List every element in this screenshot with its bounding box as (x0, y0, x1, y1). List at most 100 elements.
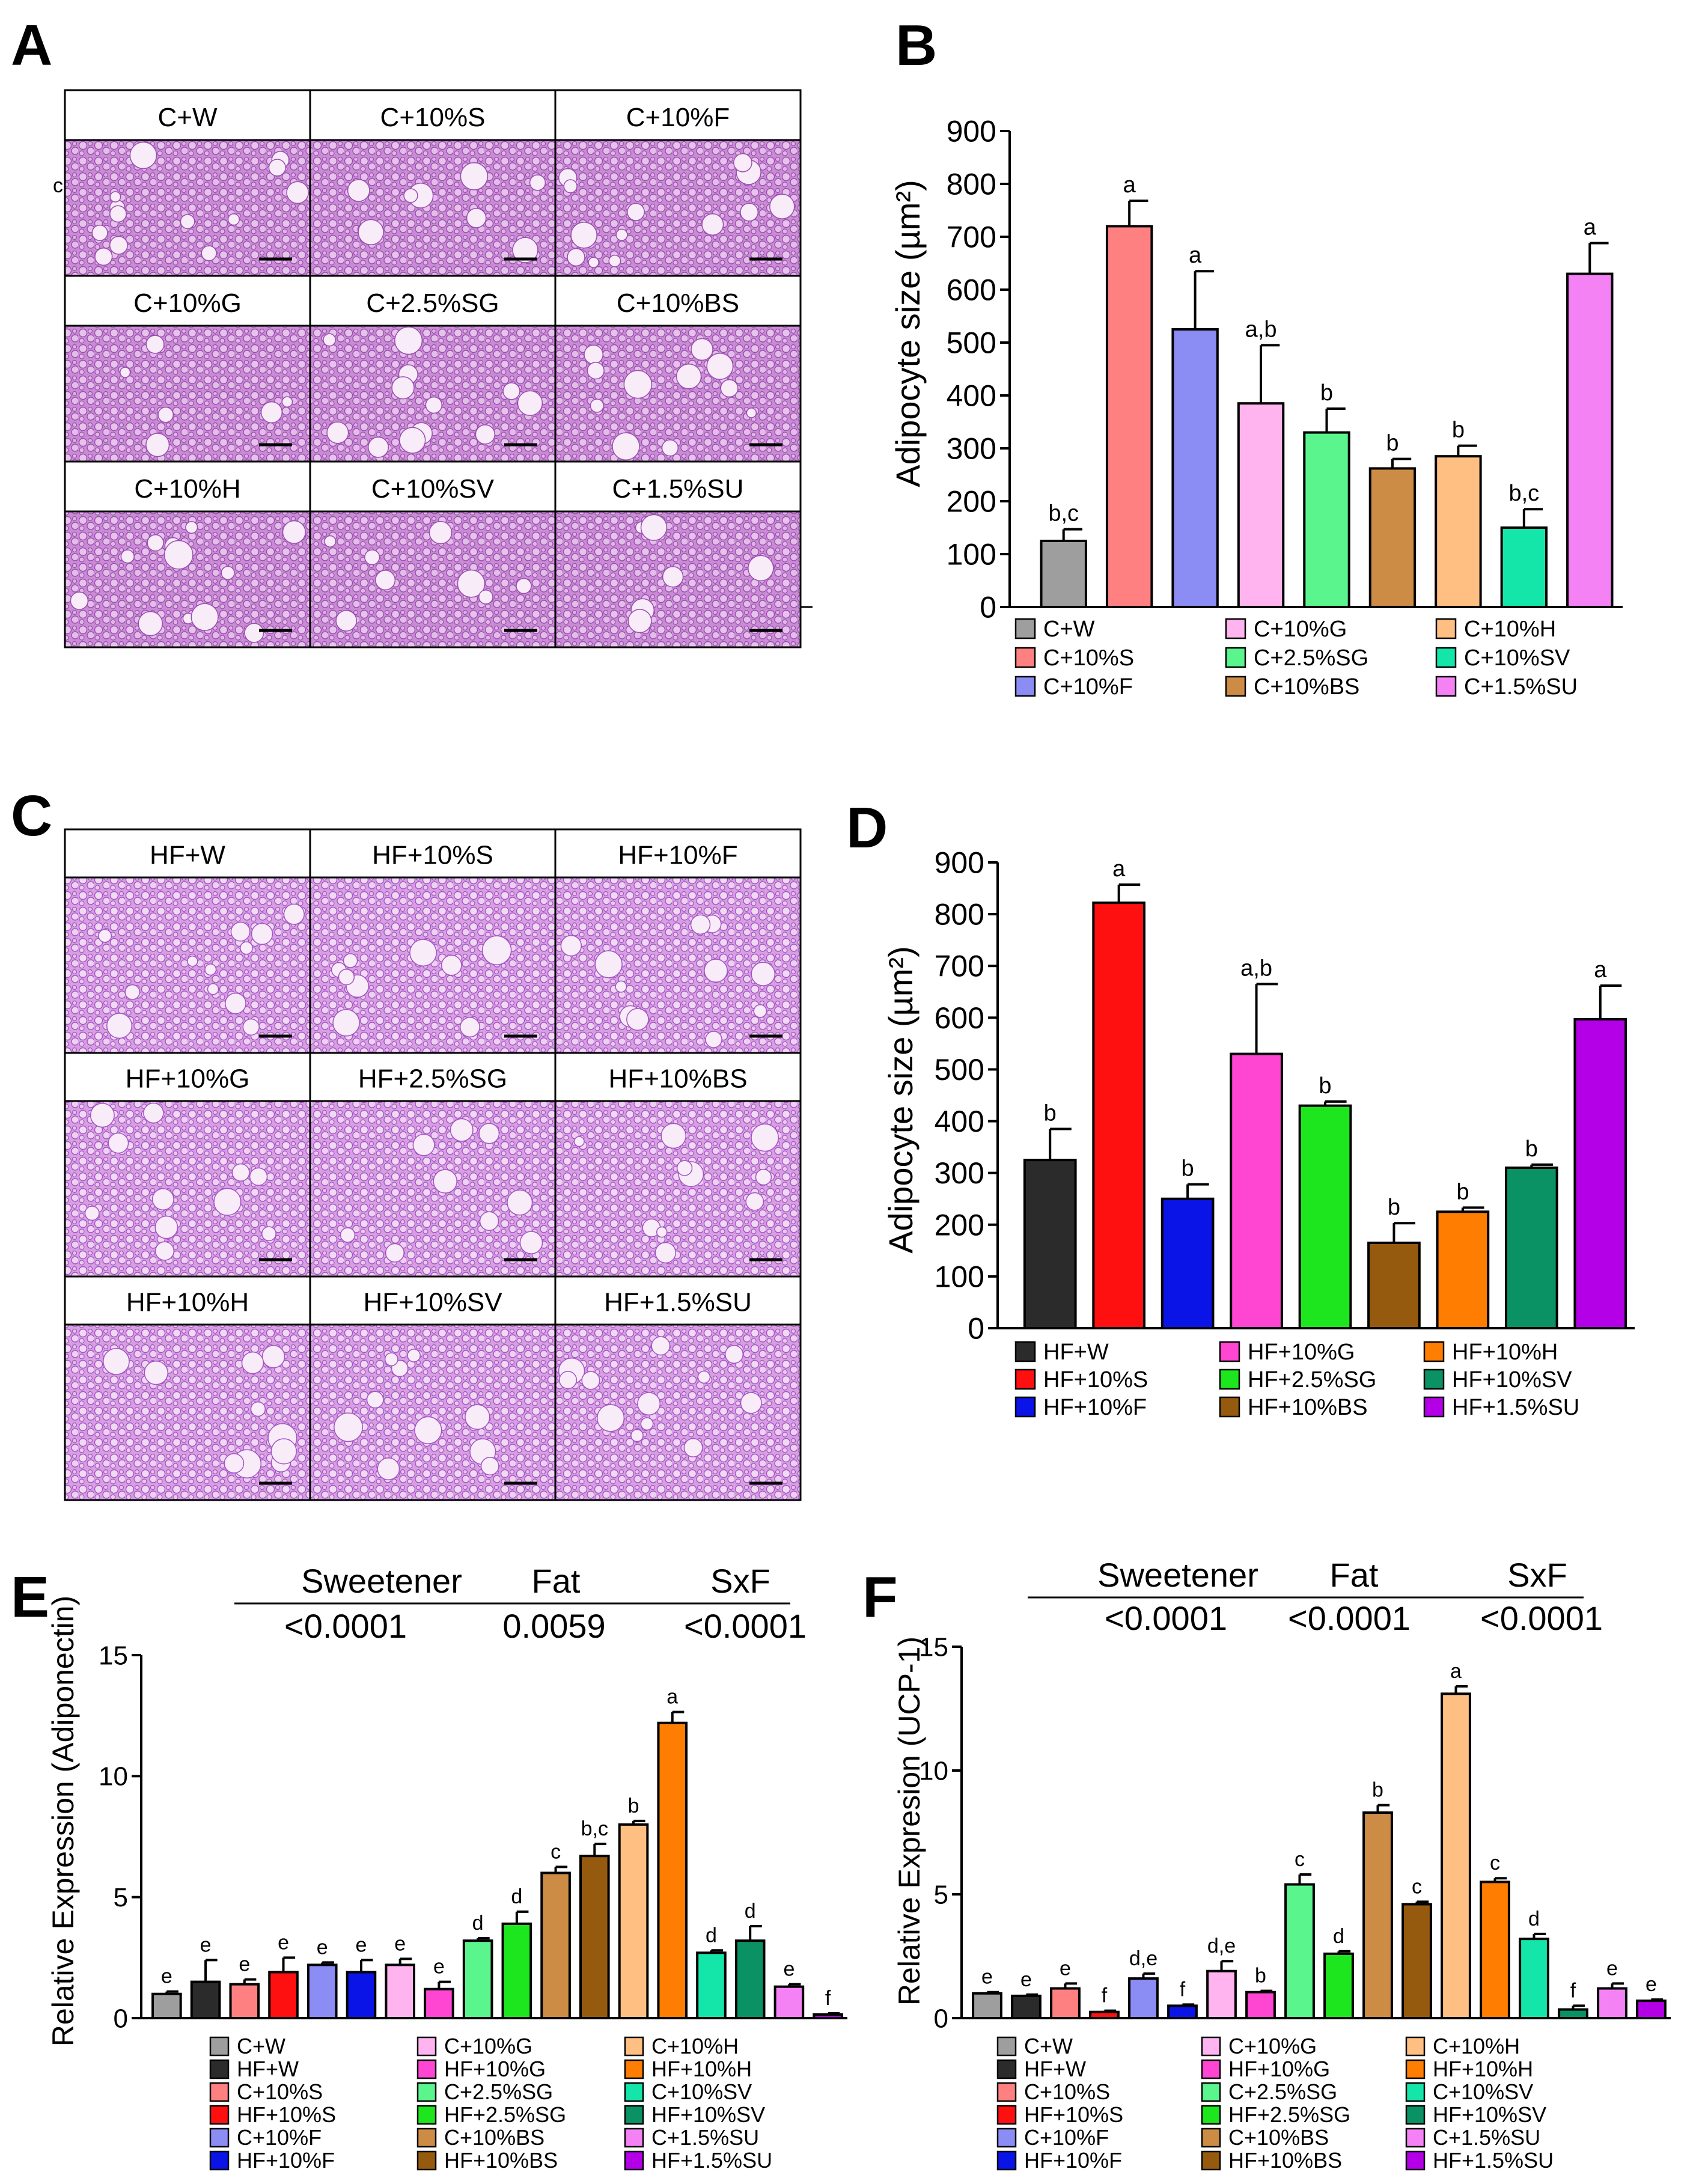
histology-image (64, 876, 311, 1054)
bar-c-plus-10pcth (1441, 1692, 1471, 2019)
adipocyte-vacuole (425, 396, 443, 414)
histology-image (64, 1100, 311, 1278)
panel-e-letter: E (11, 1565, 49, 1629)
adipocyte-vacuole (377, 1457, 400, 1481)
bar-hf-plus-10pcts (1092, 901, 1146, 1329)
legend-swatch (1435, 618, 1457, 639)
legend-swatch (624, 2105, 644, 2125)
legend-label: HF+2.5%SG (1248, 1367, 1376, 1392)
adipocyte-vacuole (676, 1160, 693, 1176)
significance-label: b (1456, 1179, 1469, 1204)
adipocyte-vacuole (332, 1008, 360, 1037)
bar-c-plus-10pcth (618, 1823, 649, 2020)
histology-label: C+10%H (134, 474, 240, 504)
panel-a: A c C+W C+10%S C+10%F C+10%G C+2.5%SG C+10%BS… (11, 13, 813, 648)
legend-label: HF+10%G (1228, 2057, 1330, 2081)
legend-swatch (1219, 1396, 1240, 1418)
adipocyte-vacuole (512, 237, 538, 263)
legend-label: HF+1.5%SU (1452, 1395, 1579, 1420)
significance-label: a,b (1240, 956, 1272, 981)
y-tick-label: 200 (935, 1208, 984, 1242)
histology-label: HF+10%F (618, 841, 737, 870)
legend-swatch (1219, 1368, 1240, 1390)
histology-label-box (554, 828, 802, 879)
adipocyte-vacuole (519, 1231, 543, 1254)
significance-label: a (1450, 1660, 1462, 1683)
bar-hf-plus-1-5pctsu (813, 2013, 843, 2019)
legend-swatch (1423, 1396, 1445, 1418)
legend-item-hf-plus-10pctg: HF+10%G (1219, 1340, 1355, 1365)
y-tick-label: 10 (99, 1762, 128, 1792)
legend-item-hf-plus-10pctbs: HF+10%BS (1201, 2148, 1342, 2173)
significance-label: d (745, 1900, 756, 1923)
significance-label: c (1490, 1852, 1500, 1874)
histology-label-box (554, 1052, 802, 1102)
adipocyte-vacuole (261, 1226, 276, 1242)
legend-label: HF+10%BS (444, 2148, 558, 2173)
histology-cell-c-plus-w: C+W (64, 89, 311, 277)
legend-label: HF+10%G (1248, 1340, 1355, 1365)
bar-hf-plus-10pctg (424, 1987, 454, 2019)
adipocyte-vacuole (570, 221, 597, 249)
significance-label: d,e (1207, 1935, 1236, 1957)
bar-hf-plus-10pctbs (579, 1855, 610, 2020)
adipocyte-vacuole (596, 1404, 625, 1432)
histology-label-box (309, 1275, 557, 1326)
histology-label-box (554, 89, 802, 141)
adipocyte-vacuole (740, 1392, 762, 1414)
adipocyte-vacuole (460, 162, 489, 191)
legend-item-hf-plus-10pcts: HF+10%S (209, 2102, 336, 2127)
legend-swatch (1014, 676, 1036, 697)
significance-label: d (511, 1885, 522, 1908)
legend-label: HF+1.5%SU (651, 2148, 772, 2173)
panel-a-stray-mark: c (53, 174, 63, 197)
y-tick-label: 5 (114, 1883, 128, 1912)
legend-label: C+10%S (1043, 645, 1134, 671)
legend-label: HF+10%S (1024, 2102, 1123, 2127)
histology-label: HF+2.5%SG (358, 1064, 507, 1094)
legend-swatch (1201, 2150, 1221, 2171)
adipocyte-vacuole (326, 421, 349, 444)
significance-label: a (666, 1686, 678, 1709)
bar-hf-plus-w (190, 1980, 221, 2020)
adipocyte-vacuole (124, 984, 141, 1000)
legend-swatch (1405, 2105, 1426, 2125)
stats-header-fat: Fat (1330, 1556, 1379, 1594)
legend-label: C+10%G (444, 2034, 532, 2058)
significance-label: b (1255, 1965, 1266, 1987)
adipocyte-vacuole (720, 379, 739, 398)
adipocyte-vacuole (225, 992, 246, 1014)
legend-swatch (1201, 2105, 1221, 2125)
histology-cell-c-plus-10pctbs: C+10%BS (554, 275, 802, 463)
bar-c-plus-1-5pctsu (773, 1985, 805, 2019)
adipocyte-vacuole (70, 591, 89, 610)
adipocyte-vacuole (109, 205, 127, 223)
adipocyte-vacuole (751, 1123, 779, 1152)
histology-image (309, 1100, 557, 1278)
adipocyte-vacuole (120, 367, 131, 378)
stats-header-fat: Fat (532, 1562, 581, 1600)
adipocyte-vacuole (755, 1168, 772, 1186)
panel-d-letter: D (846, 796, 888, 860)
adipocyte-vacuole (230, 921, 251, 942)
significance-label: b (1386, 431, 1398, 456)
adipocyte-vacuole (441, 954, 462, 976)
legend-swatch (209, 2036, 230, 2057)
bar-hf-plus-1-5pctsu (1636, 1999, 1667, 2019)
bar-c-plus-10pctf (307, 1963, 338, 2019)
histology-label-box (64, 1275, 311, 1326)
y-axis-title: Relative Expression (Adiponectin) (46, 1596, 80, 2046)
significance-label: a (1584, 215, 1597, 240)
histology-cell-hf-plus-10pctbs: HF+10%BS (554, 1052, 802, 1278)
histology-label: C+10%SV (371, 474, 495, 504)
legend-label: C+W (1043, 617, 1095, 642)
bar-hf-plus-10pcth (1480, 1880, 1510, 2019)
adipocyte-vacuole (281, 396, 293, 408)
legend-label: C+10%H (1433, 2034, 1520, 2058)
histology-image (64, 510, 311, 648)
adipocyte-vacuole (740, 203, 759, 222)
legend-label: HF+2.5%SG (444, 2102, 566, 2127)
legend-swatch (209, 2059, 230, 2079)
histology-label: C+10%S (380, 103, 486, 132)
